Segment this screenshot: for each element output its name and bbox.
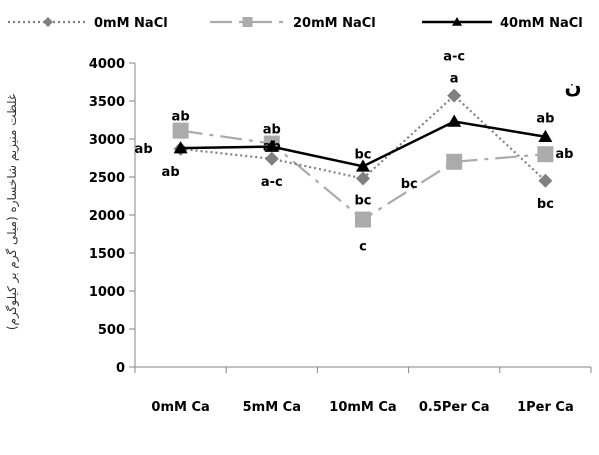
y-tick-label: 2000 bbox=[89, 209, 125, 224]
x-tick-label: 10mM Ca bbox=[329, 400, 396, 415]
data-point bbox=[356, 171, 370, 186]
y-tick-label: 0 bbox=[116, 361, 125, 376]
x-tick-label: 1Per Ca bbox=[517, 400, 574, 415]
series-group bbox=[172, 88, 554, 228]
legend-label: 0mM NaCl bbox=[94, 16, 168, 31]
data-point bbox=[355, 211, 371, 228]
legend-item: 40mM NaCl bbox=[422, 16, 583, 31]
legend-item: 0mM NaCl bbox=[8, 16, 168, 31]
legend-item: 20mM NaCl bbox=[210, 16, 376, 31]
y-axis-label: غلظت منیزیم شاخساره (میلی گرم بر کیلوگرم… bbox=[5, 94, 20, 330]
legend-marker bbox=[452, 17, 462, 26]
significance-label: bc bbox=[401, 177, 418, 192]
y-tick-label: 1500 bbox=[89, 247, 125, 262]
legend-marker bbox=[43, 17, 53, 27]
data-point bbox=[446, 153, 463, 170]
significance-label: ab bbox=[263, 123, 281, 138]
x-tick-label: 5mM Ca bbox=[243, 400, 301, 415]
y-tick-label: 2500 bbox=[89, 171, 125, 186]
legend-label: 40mM NaCl bbox=[500, 16, 583, 31]
significance-label: bc bbox=[537, 197, 554, 212]
data-point bbox=[173, 141, 188, 154]
data-point bbox=[538, 129, 553, 142]
legend: 0mM NaCl 20mM NaCl 40mM NaCl bbox=[8, 16, 583, 31]
data-point bbox=[538, 173, 553, 188]
significance-label: ab bbox=[555, 147, 573, 162]
data-point bbox=[447, 88, 462, 103]
data-point bbox=[356, 159, 370, 172]
significance-label: ab bbox=[135, 142, 153, 157]
data-point bbox=[264, 139, 279, 152]
significance-label: bc bbox=[354, 147, 371, 162]
significance-label: ab bbox=[536, 112, 554, 127]
panel-label: ن bbox=[564, 74, 581, 98]
significance-label: a bbox=[450, 72, 459, 87]
x-tick-label: 0mM Ca bbox=[151, 400, 209, 415]
y-tick-label: 4000 bbox=[89, 57, 125, 72]
data-point bbox=[264, 151, 279, 166]
legend-label: 20mM NaCl bbox=[293, 16, 376, 31]
y-tick-label: 1000 bbox=[89, 285, 125, 300]
y-tick-label: 500 bbox=[98, 323, 125, 338]
legend-marker bbox=[242, 17, 253, 27]
significance-label: ab bbox=[162, 165, 180, 180]
significance-label: a-c bbox=[443, 50, 465, 65]
significance-label: a-c bbox=[261, 175, 283, 190]
y-tick-label: 3500 bbox=[89, 95, 125, 110]
x-tick-label: 0.5Per Ca bbox=[419, 400, 490, 415]
significance-label: ab bbox=[172, 110, 190, 125]
y-tick-label: 3000 bbox=[89, 133, 125, 148]
significance-label: bc bbox=[354, 194, 371, 209]
data-point bbox=[447, 114, 462, 127]
data-point bbox=[172, 122, 189, 139]
significance-label: c bbox=[359, 240, 367, 255]
data-point bbox=[537, 146, 554, 163]
series-40mm-nacl bbox=[173, 114, 553, 172]
axes: 0 500 1000 1500 2000 2500 3000 3500 4000 0mM Ca 5m… bbox=[89, 57, 592, 415]
significance-label: ab bbox=[263, 140, 281, 155]
